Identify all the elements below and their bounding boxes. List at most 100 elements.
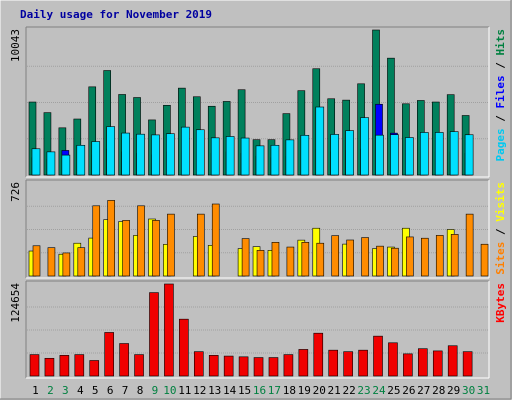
bar-kbytes-day-21	[328, 349, 339, 377]
panel-kbytes: 124654 KBytes	[9, 280, 507, 379]
bar-pages-day-3	[61, 154, 71, 176]
bar-kbytes-day-18	[283, 354, 294, 377]
bar-kbytes-day-13	[208, 355, 219, 377]
bar-pages-day-6	[106, 126, 115, 176]
bar-pages-day-5	[91, 141, 101, 176]
bar-pages-day-25	[390, 134, 399, 176]
bar-sites-day-8	[137, 205, 145, 277]
bar-sites-day-6	[107, 200, 115, 277]
day-label-10: 10	[163, 384, 176, 397]
day-label-8: 8	[137, 384, 144, 397]
bar-sites-day-7	[122, 220, 130, 277]
bar-kbytes-day-12	[193, 351, 204, 377]
panel-pages-files-hits: 10043 Pages / Files / Hits	[9, 26, 507, 178]
bar-pages-day-19	[300, 134, 310, 176]
bar-sites-day-19	[301, 242, 310, 277]
bar-kbytes-day-7	[119, 343, 129, 377]
bar-sites-day-23	[361, 237, 369, 277]
day-label-15: 15	[238, 384, 251, 397]
bar-sites-day-18	[286, 246, 295, 277]
day-label-18: 18	[283, 384, 296, 397]
bar-sites-day-15	[241, 238, 250, 277]
bar-pages-day-11	[181, 126, 190, 176]
day-label-4: 4	[77, 384, 84, 397]
chart-title: Daily usage for November 2019	[20, 8, 212, 21]
legend-label-part: Visits	[494, 182, 507, 222]
bar-kbytes-day-23	[358, 349, 368, 377]
ymax-label: 726	[9, 182, 22, 202]
bar-kbytes-day-6	[104, 332, 114, 377]
bar-kbytes-day-16	[253, 357, 264, 377]
bar-pages-day-24	[375, 134, 384, 176]
bar-kbytes-day-1	[29, 354, 40, 377]
day-label-25: 25	[387, 384, 400, 397]
bar-kbytes-day-25	[388, 342, 398, 377]
bar-sites-day-28	[435, 235, 444, 277]
bar-kbytes-day-26	[403, 353, 413, 377]
day-label-9: 9	[152, 384, 159, 397]
bar-kbytes-day-19	[298, 349, 309, 377]
legend-label-part: /	[494, 109, 507, 129]
bar-pages-day-28	[434, 132, 444, 176]
day-label-16: 16	[253, 384, 266, 397]
bar-sites-day-1	[32, 245, 41, 277]
bar-kbytes-day-11	[179, 318, 189, 377]
bar-pages-day-2	[46, 151, 56, 176]
day-label-31: 31	[477, 384, 490, 397]
day-label-2: 2	[47, 384, 54, 397]
bar-pages-day-8	[136, 133, 145, 176]
bar-kbytes-day-27	[418, 348, 428, 377]
bar-kbytes-day-2	[44, 357, 55, 377]
bar-sites-day-13	[211, 203, 220, 277]
bar-pages-day-7	[121, 132, 130, 176]
bar-pages-day-29	[449, 131, 459, 176]
bar-sites-day-22	[346, 239, 354, 277]
day-label-13: 13	[208, 384, 221, 397]
ymax-label: 124654	[9, 283, 22, 323]
panel-sites-visits: 726 Sites / Visits	[9, 179, 507, 279]
bar-kbytes-day-5	[89, 360, 100, 377]
day-label-29: 29	[447, 384, 460, 397]
bar-pages-day-26	[405, 137, 414, 176]
bar-pages-day-20	[315, 106, 325, 176]
day-label-23: 23	[357, 384, 370, 397]
bar-pages-day-1	[31, 148, 41, 176]
legend-label-part: Sites	[494, 242, 507, 275]
bar-sites-day-30	[465, 213, 474, 277]
day-label-7: 7	[122, 384, 129, 397]
bar-pages-day-13	[210, 137, 220, 176]
bar-sites-day-24	[376, 245, 384, 277]
legend-label-part: /	[494, 222, 507, 242]
day-label-30: 30	[462, 384, 475, 397]
day-label-19: 19	[298, 384, 311, 397]
bar-kbytes-day-29	[447, 345, 458, 377]
bar-sites-day-31	[480, 243, 489, 277]
bar-kbytes-day-14	[223, 355, 234, 377]
day-label-1: 1	[32, 384, 39, 397]
bar-sites-day-5	[92, 205, 101, 277]
bar-kbytes-day-24	[373, 335, 383, 377]
ymax-label: 10043	[9, 29, 22, 62]
day-label-21: 21	[328, 384, 341, 397]
bar-pages-day-17	[270, 144, 280, 176]
day-label-24: 24	[372, 384, 386, 397]
day-label-20: 20	[313, 384, 326, 397]
bar-sites-day-12	[196, 213, 205, 277]
bar-pages-day-14	[225, 136, 235, 176]
legend-label: Sites / Visits	[494, 182, 507, 275]
bar-sites-day-3	[62, 252, 71, 277]
bar-sites-day-16	[256, 250, 265, 277]
legend-label-part: Files	[494, 75, 507, 108]
legend-label: KBytes	[494, 283, 507, 323]
day-labels: 1 2 3 4 5 6 7 8 9 10 11 12 13 14 15 16 17 18 19 20 21 22 23 24 2…	[32, 384, 490, 397]
bar-sites-day-25	[391, 247, 399, 277]
bar-pages-day-9	[151, 134, 160, 176]
bar-sites-day-29	[450, 234, 459, 277]
bar-pages-day-21	[330, 134, 340, 176]
legend-label: Pages / Files / Hits	[494, 29, 507, 162]
day-label-17: 17	[268, 384, 281, 397]
day-label-3: 3	[62, 384, 69, 397]
bar-kbytes-day-3	[59, 355, 70, 377]
bar-sites-day-10	[167, 213, 175, 277]
